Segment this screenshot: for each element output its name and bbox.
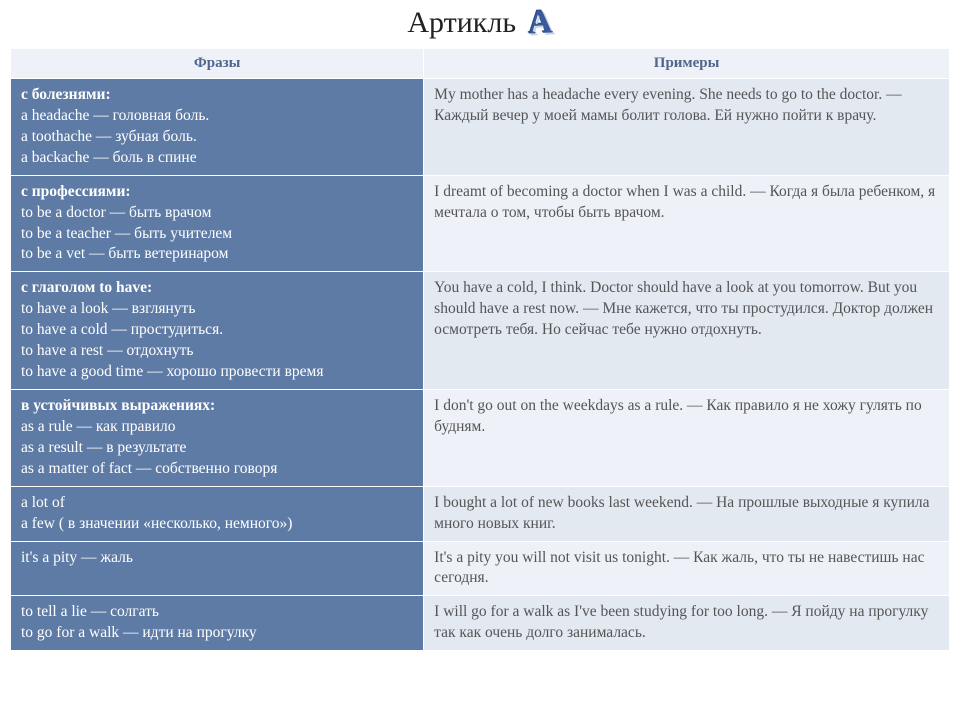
example-cell: You have a cold, I think. Doctor should …: [424, 272, 950, 390]
phrases-cell: с глаголом to have: to have a look — взгл…: [11, 272, 424, 390]
title-bar: Артикль A: [0, 0, 960, 48]
table-row: с профессиями: to be a doctor — быть врач…: [11, 175, 950, 272]
phrases-cell: с болезнями: a headache — головная боль. a…: [11, 79, 424, 176]
example-cell: I bought a lot of new books last weekend…: [424, 486, 950, 541]
phrases-cell: в устойчивых выражениях: as a rule — как …: [11, 389, 424, 486]
table-row: it's a pity — жаль It's a pity you will n…: [11, 541, 950, 596]
phrase-line: a lot of: [21, 494, 65, 511]
phrase-line: as a rule — как правило: [21, 418, 176, 435]
category-header: в устойчивых выражениях:: [21, 397, 215, 414]
category-header: с болезнями:: [21, 86, 111, 103]
page-title: Артикль: [407, 6, 516, 40]
phrases-cell: a lot of a few ( в значении «несколько, н…: [11, 486, 424, 541]
phrase-line: to have a look — взглянуть: [21, 300, 195, 317]
phrase-line: to go for a walk — идти на прогулку: [21, 624, 257, 641]
example-cell: I will go for a walk as I've been studyi…: [424, 596, 950, 651]
phrase-line: to tell a lie — солгать: [21, 603, 159, 620]
phrase-line: as a matter of fact — собственно говоря: [21, 460, 277, 477]
phrase-line: as a result — в результате: [21, 439, 186, 456]
phrase-line: it's a pity — жаль: [21, 549, 133, 566]
phrase-line: to be a doctor — быть врачом: [21, 204, 211, 221]
table-row: с болезнями: a headache — головная боль. a…: [11, 79, 950, 176]
table-row: с глаголом to have: to have a look — взгл…: [11, 272, 950, 390]
letter-a-icon: A: [527, 3, 554, 42]
phrase-line: a backache — боль в спине: [21, 149, 197, 166]
phrase-line: to have a cold — простудиться.: [21, 321, 223, 338]
phrases-cell: it's a pity — жаль: [11, 541, 424, 596]
category-header: с глаголом to have:: [21, 279, 152, 296]
example-cell: I dreamt of becoming a doctor when I was…: [424, 175, 950, 272]
phrase-line: to have a rest — отдохнуть: [21, 342, 193, 359]
example-cell: I don't go out on the weekdays as a rule…: [424, 389, 950, 486]
phrase-line: to have a good time — хорошо провести вр…: [21, 363, 323, 380]
phrases-cell: с профессиями: to be a doctor — быть врач…: [11, 175, 424, 272]
phrase-line: to be a teacher — быть учителем: [21, 225, 232, 242]
table-row: to tell a lie — солгать to go for a walk …: [11, 596, 950, 651]
phrase-line: a few ( в значении «несколько, немного»): [21, 515, 292, 532]
article-table: Фразы Примеры с болезнями: a headache — г…: [10, 48, 950, 651]
phrase-line: a toothache — зубная боль.: [21, 128, 197, 145]
phrase-line: a headache — головная боль.: [21, 107, 209, 124]
example-cell: It's a pity you will not visit us tonigh…: [424, 541, 950, 596]
table-row: в устойчивых выражениях: as a rule — как …: [11, 389, 950, 486]
category-header: с профессиями:: [21, 183, 131, 200]
phrase-line: to be a vet — быть ветеринаром: [21, 245, 228, 262]
header-phrases: Фразы: [11, 49, 424, 79]
example-cell: My mother has a headache every evening. …: [424, 79, 950, 176]
table-row: a lot of a few ( в значении «несколько, н…: [11, 486, 950, 541]
header-examples: Примеры: [424, 49, 950, 79]
phrases-cell: to tell a lie — солгать to go for a walk …: [11, 596, 424, 651]
